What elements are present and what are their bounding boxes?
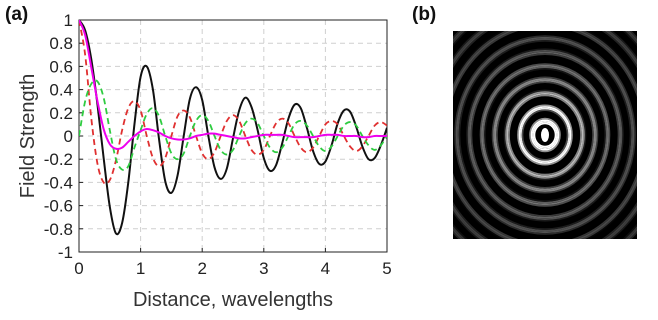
x-tick-label: 1 — [136, 259, 145, 278]
ring — [517, 104, 573, 166]
ring — [481, 64, 609, 206]
ring — [508, 94, 582, 176]
ring — [520, 107, 570, 163]
x-tick-label: 4 — [321, 259, 330, 278]
x-tick-label: 2 — [197, 259, 206, 278]
y-tick-label: -0.6 — [44, 197, 73, 216]
x-axis-label: Distance, wavelengths — [133, 289, 333, 311]
y-tick-label: 1 — [64, 11, 73, 30]
ring — [532, 121, 558, 150]
ring — [479, 63, 611, 207]
ring — [506, 92, 584, 178]
series-line-3 — [79, 20, 387, 150]
concentric-rings — [453, 31, 637, 239]
y-tick-label: -1 — [58, 243, 73, 262]
ring — [496, 81, 594, 189]
ring — [505, 91, 585, 179]
ring — [466, 48, 624, 222]
panel-label-b: (b) — [412, 4, 436, 25]
ring — [470, 53, 620, 217]
ring — [458, 40, 632, 230]
ring — [533, 122, 557, 148]
ring — [494, 79, 596, 191]
interference-pattern-image — [453, 31, 637, 239]
series-line-2 — [79, 79, 387, 171]
series-line-0 — [79, 20, 387, 236]
ring — [484, 68, 606, 202]
y-tick-labels: 1 0.8 0.6 0.4 0.2 0 -0.2 -0.4 -0.6 -0.8 -1 — [44, 11, 83, 262]
y-tick-label: -0.4 — [44, 173, 73, 192]
y-tick-label: 0.6 — [49, 57, 73, 76]
ring — [491, 76, 599, 194]
ring — [530, 119, 560, 151]
x-tick-labels: 0 1 2 3 4 5 — [74, 248, 392, 278]
y-tick-label: -0.2 — [44, 150, 73, 169]
x-tick-label: 0 — [74, 259, 83, 278]
y-axis-label: Field Strength — [17, 74, 39, 199]
ring — [482, 66, 608, 204]
series-line-1 — [79, 20, 387, 185]
ring — [493, 78, 597, 192]
ring — [529, 117, 561, 153]
x-tick-label: 3 — [259, 259, 268, 278]
x-tick-label: 5 — [382, 259, 391, 278]
y-tick-label: 0 — [64, 127, 73, 146]
y-tick-label: 0.2 — [49, 104, 73, 123]
ring — [454, 35, 636, 235]
ring — [521, 109, 569, 161]
ring — [469, 51, 621, 219]
ring — [455, 36, 635, 234]
y-tick-label: -0.8 — [44, 220, 73, 239]
ring — [457, 38, 633, 232]
series-lines — [79, 20, 387, 236]
ring — [467, 50, 623, 220]
y-tick-label: 0.4 — [49, 81, 73, 100]
y-tick-label: 0.8 — [49, 34, 73, 53]
ring — [503, 89, 587, 181]
ring — [518, 106, 572, 164]
panel-label-a: (a) — [5, 4, 28, 25]
central-spot — [541, 128, 549, 142]
